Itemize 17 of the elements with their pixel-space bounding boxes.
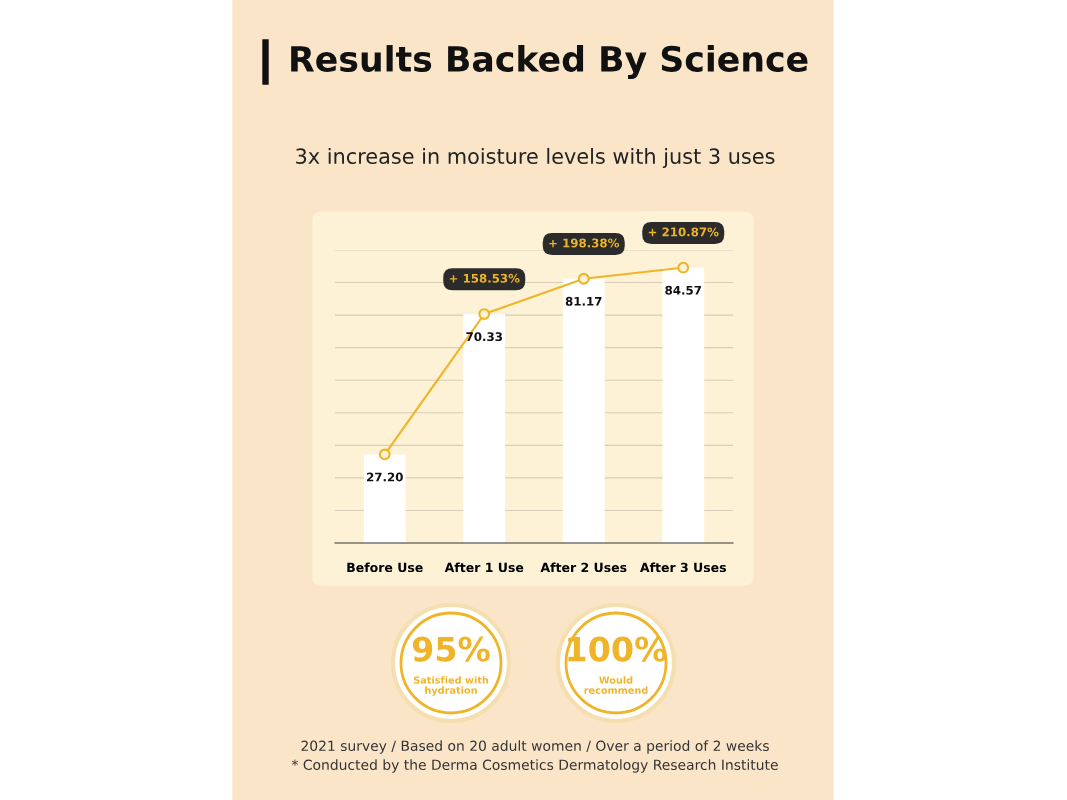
annotation: + 198.38% xyxy=(549,238,620,248)
chart-subtitle: 3x increase in moisture levels with just 3 uses xyxy=(296,147,775,169)
text: * Conducted by the Derma Cosmetics Dermatology Research Institute xyxy=(291,759,778,773)
annotation: + 158.53% xyxy=(449,273,520,283)
x-tick-label: After 1 Use xyxy=(444,562,524,573)
text: 2021 survey / Based on 20 adult women / Over a period of 2 weeks xyxy=(301,740,769,754)
text: Would recommend xyxy=(584,676,648,694)
x-tick-label: After 3 Uses xyxy=(639,562,726,573)
x-tick-label: After 2 Uses xyxy=(540,562,627,573)
text: Satisfied with hydration xyxy=(413,676,489,696)
data-label: 81.17 xyxy=(565,296,602,306)
data-label: 84.57 xyxy=(665,285,701,295)
chart-title: Results Backed By Science xyxy=(291,45,808,79)
text: 95% xyxy=(412,636,490,662)
data-label: 27.20 xyxy=(367,472,403,482)
annotation: + 210.87% xyxy=(648,227,719,237)
x-tick-label: Before Use xyxy=(347,562,423,573)
